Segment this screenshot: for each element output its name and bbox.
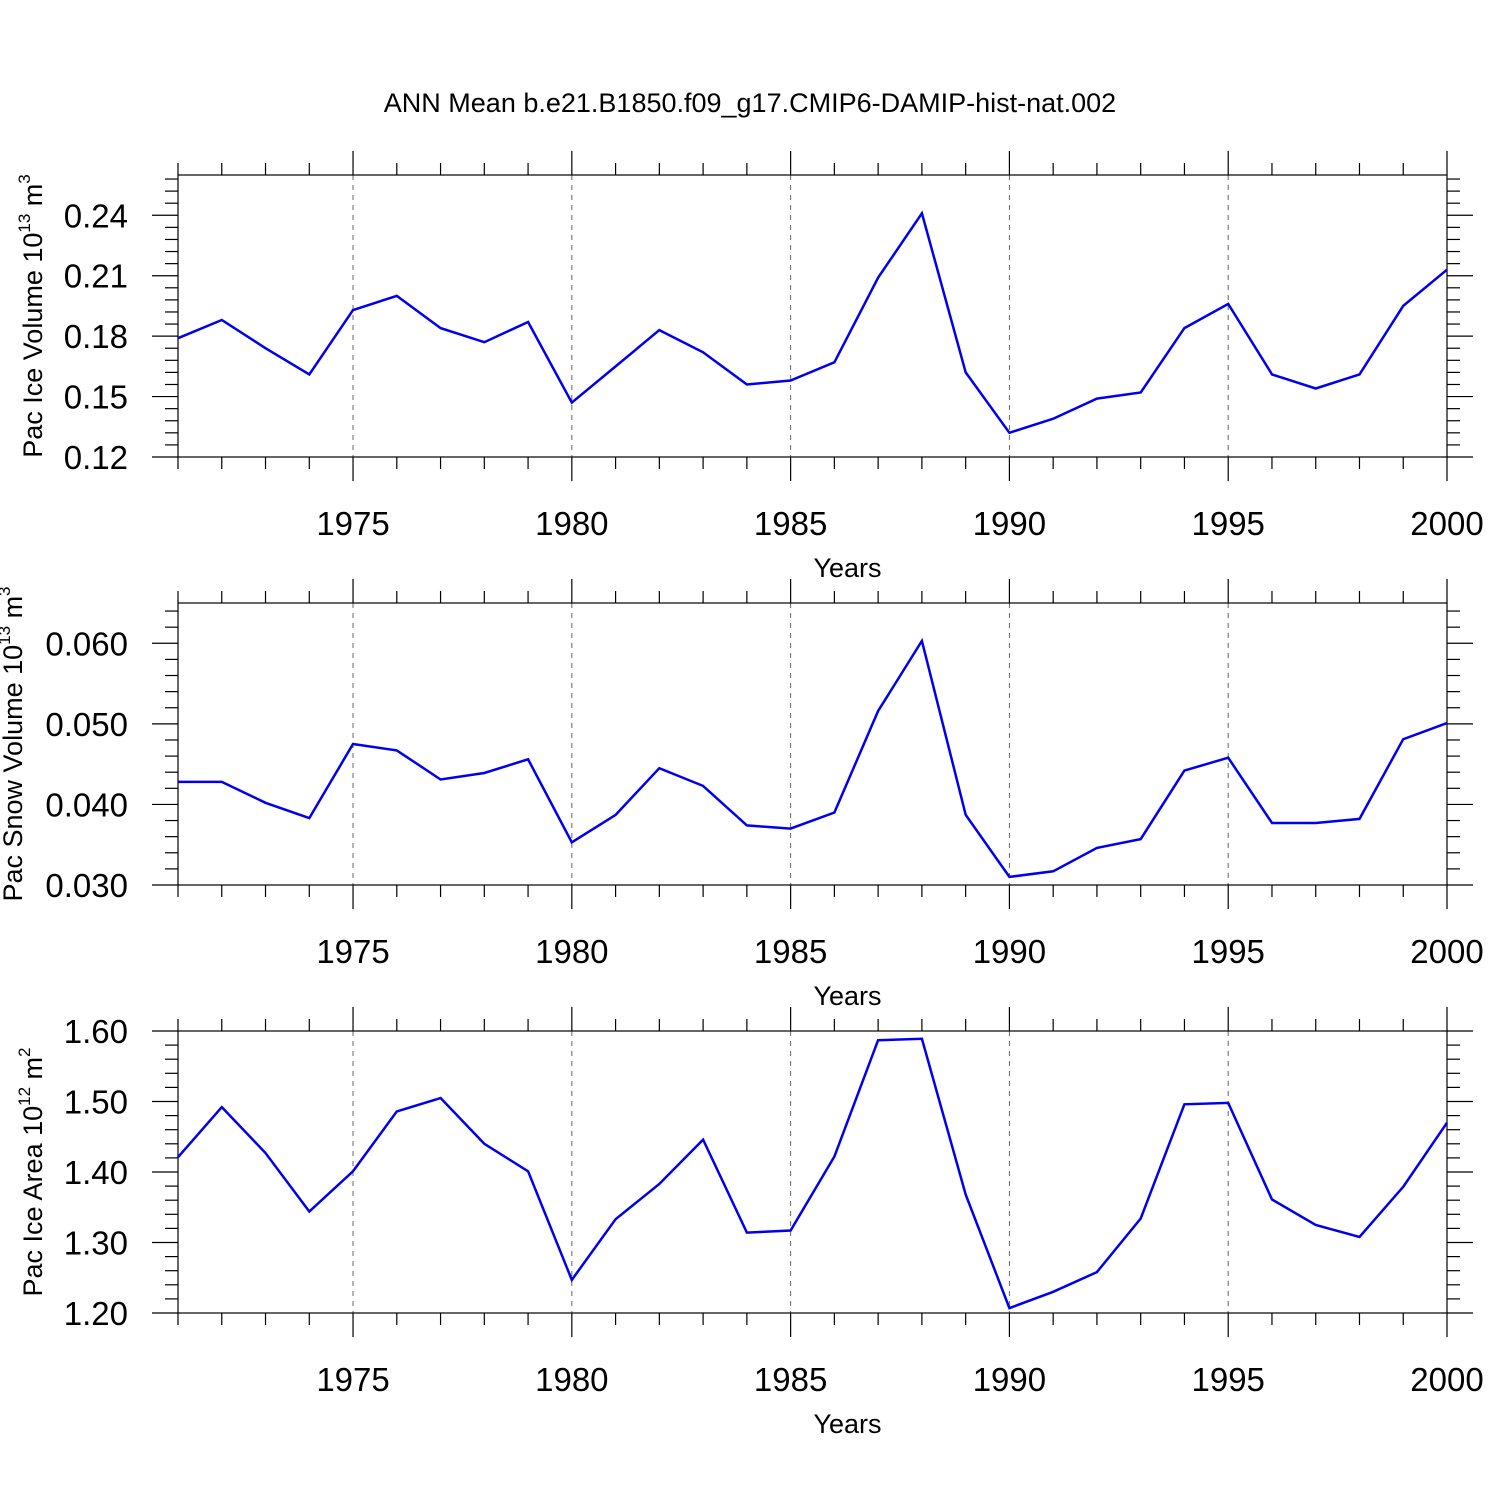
x-tick-label: 1980 (535, 505, 608, 542)
x-tick-label: 1985 (754, 505, 827, 542)
x-tick-label: 1980 (535, 933, 608, 970)
plot-frame (177, 1030, 1448, 1314)
y-tick-label: 1.40 (64, 1154, 128, 1191)
x-tick-label: 1990 (973, 933, 1046, 970)
x-tick-label: 2000 (1410, 505, 1483, 542)
x-tick-label: 1995 (1191, 1361, 1264, 1398)
y-tick-label: 1.60 (64, 1013, 128, 1050)
y-tick-label: 0.15 (64, 379, 128, 416)
x-tick-label: 2000 (1410, 1361, 1483, 1398)
y-axis-label: Pac Ice Volume 1013 m3 (15, 174, 48, 458)
x-tick-label: 1975 (316, 1361, 389, 1398)
x-tick-label: 1985 (754, 1361, 827, 1398)
x-tick-label: 1990 (973, 505, 1046, 542)
x-tick-label: 1985 (754, 933, 827, 970)
y-tick-label: 0.12 (64, 439, 128, 476)
series-line (177, 210, 1448, 435)
x-axis-label: Years (813, 1409, 881, 1439)
x-tick-label: 1980 (535, 1361, 608, 1398)
y-tick-label: 1.30 (64, 1225, 128, 1262)
y-tick-label: 0.18 (64, 318, 128, 355)
panel-2: 1975 1980 1985 1990 1995 2000 0.030 0.040 0.050 0… (0, 579, 1484, 1011)
x-tick-label: 1995 (1191, 505, 1264, 542)
y-tick-label: 0.030 (45, 867, 128, 904)
x-tick-label: 1995 (1191, 933, 1264, 970)
panel-3: 1975 1980 1985 1990 1995 2000 1.20 1.30 1.40 1.50… (15, 1007, 1484, 1439)
y-tick-label: 0.050 (45, 706, 128, 743)
series-line (177, 1037, 1449, 1310)
y-axis-label: Pac Ice Area 1012 m2 (15, 1047, 48, 1296)
panel-1: 1975 1980 1985 1990 1995 2000 0.12 0.15 0.18 0.21… (15, 151, 1484, 583)
y-tick-label: 0.040 (45, 786, 128, 823)
y-axis-label: Pac Snow Volume 1013 m3 (0, 586, 28, 901)
chart-title: ANN Mean b.e21.B1850.f09_g17.CMIP6-DAMIP… (384, 88, 1116, 118)
plot-frame (177, 602, 1448, 886)
y-tick-label: 1.50 (64, 1084, 128, 1121)
x-tick-label: 1975 (316, 505, 389, 542)
y-tick-label: 1.20 (64, 1295, 128, 1332)
plot-frame (177, 174, 1448, 458)
y-tick-label: 0.060 (45, 625, 128, 662)
y-tick-label: 0.21 (64, 258, 128, 295)
panels: 1975 1980 1985 1990 1995 2000 0.12 0.15 0.18 0.21… (0, 151, 1484, 1439)
x-axis-label: Years (813, 981, 881, 1011)
series-line (178, 637, 1448, 879)
x-axis-label: Years (813, 553, 881, 583)
x-tick-label: 1990 (973, 1361, 1046, 1398)
x-tick-label: 1975 (316, 933, 389, 970)
y-tick-label: 0.24 (64, 197, 128, 234)
x-tick-label: 2000 (1410, 933, 1483, 970)
